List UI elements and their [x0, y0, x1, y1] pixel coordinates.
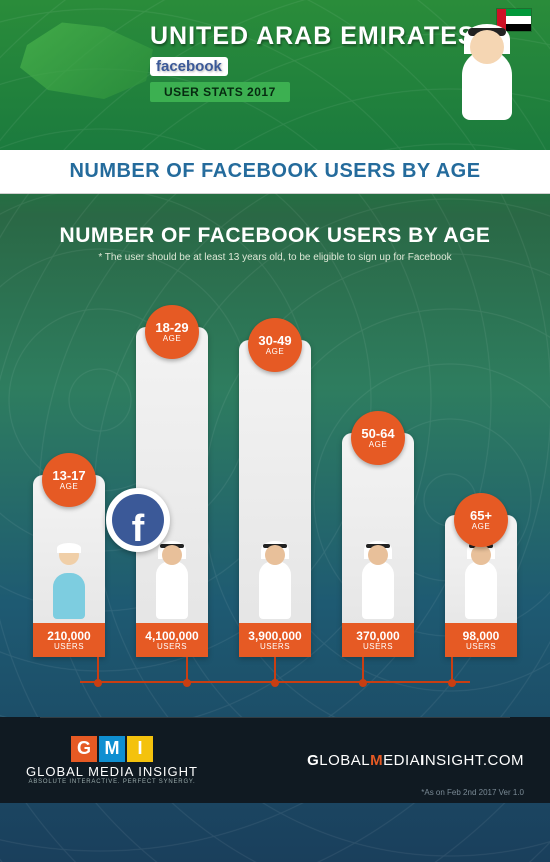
bar-col-13-17: 13-17 AGE 210,000 USERS [30, 475, 108, 657]
person-icon [356, 537, 400, 619]
value-box: 4,100,000 USERS [136, 623, 208, 657]
bar-col-30-49: 30-49 AGE 3,900,000 USERS [236, 340, 314, 657]
logo-box: I [127, 736, 153, 762]
chart-area: NUMBER OF FACEBOOK USERS BY AGE * The us… [0, 194, 550, 717]
bar-col-50-64: 50-64 AGE 370,000 USERS [339, 433, 417, 657]
facebook-circle-icon: f [106, 488, 170, 552]
facebook-brand: facebook [150, 55, 228, 76]
age-badge: 50-64 AGE [351, 411, 405, 465]
mascot-icon [452, 10, 532, 120]
facebook-logo-icon: facebook [150, 57, 228, 76]
site-url: GLOBALMEDIAINSIGHT.COM [307, 752, 524, 769]
value-box: 370,000 USERS [342, 623, 414, 657]
connector-line [24, 657, 526, 707]
value-box: 210,000 USERS [33, 623, 105, 657]
connector-drop [451, 657, 453, 681]
chart-title: NUMBER OF FACEBOOK USERS BY AGE [24, 224, 526, 248]
header: UNITED ARAB EMIRATES facebook USER STATS… [0, 0, 550, 150]
bar: 13-17 AGE 210,000 USERS [33, 475, 105, 657]
age-badge: 65+ AGE [454, 493, 508, 547]
value-box: 98,000 USERS [445, 623, 517, 657]
value-box: 3,900,000 USERS [239, 623, 311, 657]
age-badge: 30-49 AGE [248, 318, 302, 372]
as-of-note: *As on Feb 2nd 2017 Ver 1.0 [421, 788, 524, 797]
bar-col-18-29: 18-29 AGE f 4,100,000 USERS [133, 327, 211, 657]
uae-map-icon [20, 18, 160, 108]
person-icon [47, 537, 91, 619]
person-icon [459, 537, 503, 619]
bar-chart: 13-17 AGE 210,000 USERS 18-29 AGE f 4,10… [24, 287, 526, 657]
person-icon [150, 537, 194, 619]
person-icon [253, 537, 297, 619]
gmi-logo: GMI GLOBAL MEDIA INSIGHT ABSOLUTE INTERA… [26, 736, 198, 785]
bar-col-65+: 65+ AGE 98,000 USERS [442, 515, 520, 657]
section-strip-title: NUMBER OF FACEBOOK USERS BY AGE [0, 150, 550, 194]
logo-box: G [71, 736, 97, 762]
age-badge: 13-17 AGE [42, 453, 96, 507]
footer: GMI GLOBAL MEDIA INSIGHT ABSOLUTE INTERA… [0, 717, 550, 803]
company-name: GLOBAL MEDIA INSIGHT [26, 764, 198, 779]
chart-note: * The user should be at least 13 years o… [24, 252, 526, 263]
stats-year-pill: USER STATS 2017 [150, 82, 290, 102]
company-tagline: ABSOLUTE INTERACTIVE. PERFECT SYNERGY. [29, 779, 196, 785]
connector-drop [274, 657, 276, 681]
bar: 50-64 AGE 370,000 USERS [342, 433, 414, 657]
bar: 65+ AGE 98,000 USERS [445, 515, 517, 657]
country-title: UNITED ARAB EMIRATES [150, 22, 476, 51]
bar: 18-29 AGE f 4,100,000 USERS [136, 327, 208, 657]
connector-drop [186, 657, 188, 681]
connector-drop [362, 657, 364, 681]
connector-drop [97, 657, 99, 681]
bar: 30-49 AGE 3,900,000 USERS [239, 340, 311, 657]
age-badge: 18-29 AGE [145, 305, 199, 359]
logo-box: M [99, 736, 125, 762]
